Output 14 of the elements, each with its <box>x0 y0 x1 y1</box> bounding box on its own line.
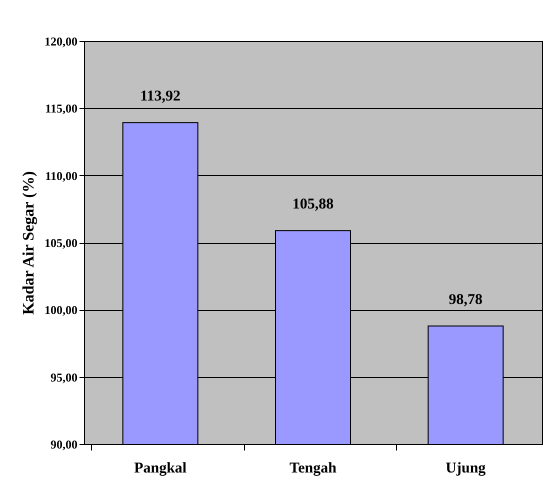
y-tick-label: 110,00 <box>45 168 78 183</box>
data-label: 113,92 <box>140 88 181 105</box>
y-tick-label: 105,00 <box>44 236 78 250</box>
y-tick-label: 100,00 <box>44 303 78 318</box>
y-tick-label: 95,00 <box>50 370 78 384</box>
y-tick-label: 115,00 <box>45 102 78 116</box>
x-tick-label: Tengah <box>290 460 338 476</box>
y-tick-label: 90,00 <box>50 438 78 452</box>
data-label: 105,88 <box>292 196 334 213</box>
x-tick-label: Pangkal <box>134 460 187 476</box>
y-axis-title: Kadar Air Segar (%) <box>20 171 38 315</box>
data-label: 98,78 <box>448 292 483 308</box>
y-tick-label: 120,00 <box>44 34 78 48</box>
x-tick-label: Ujung <box>446 460 486 476</box>
